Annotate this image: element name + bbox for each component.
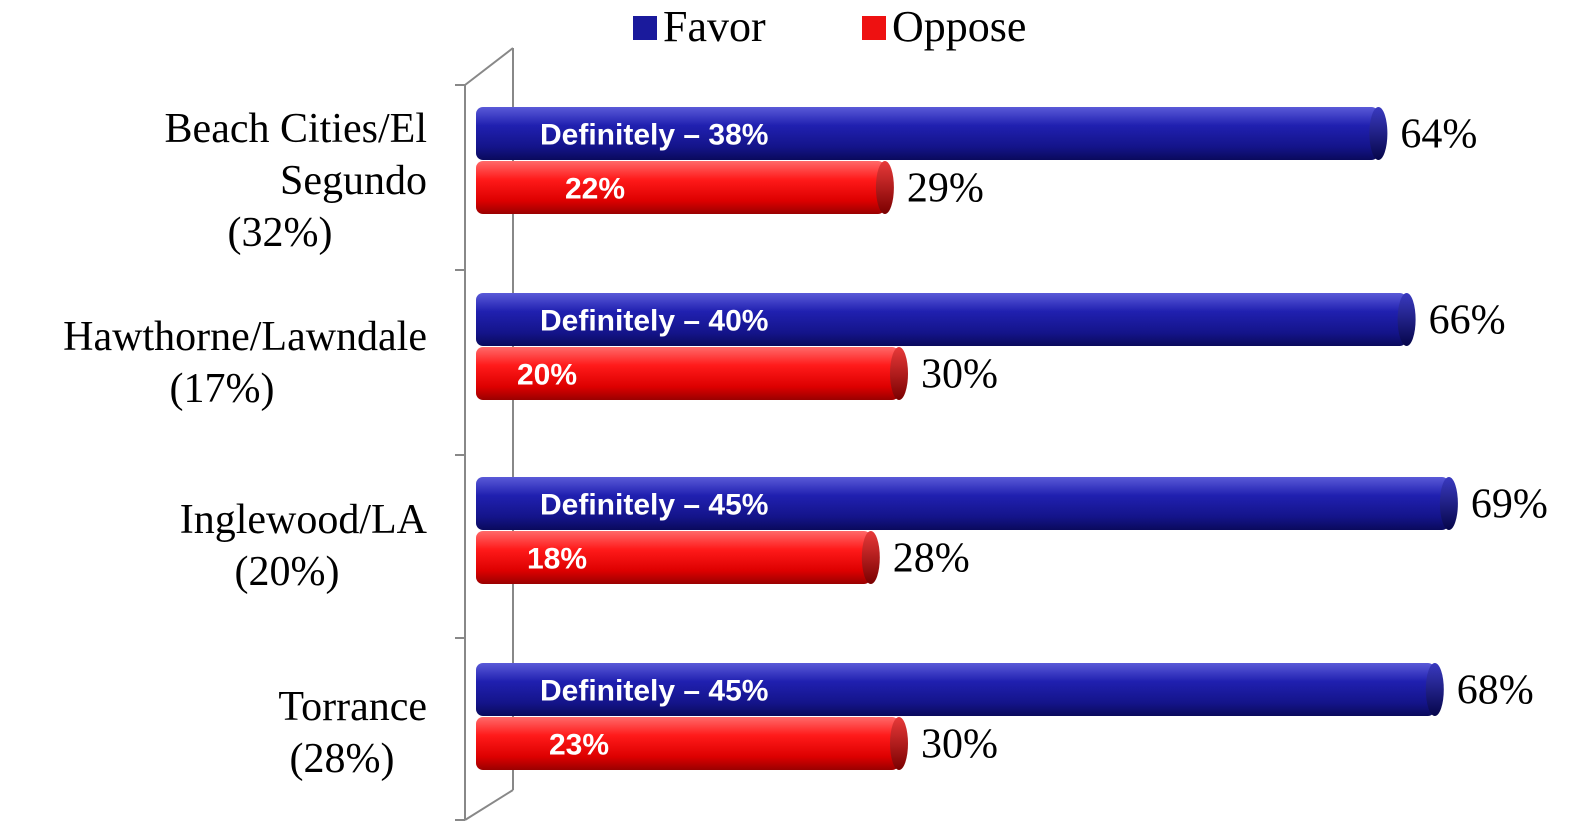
legend-swatch	[862, 16, 886, 40]
bar-value-label: 28%	[893, 536, 970, 582]
bar-value-label: 29%	[907, 166, 984, 212]
bar-oppose-4: 23% 30%	[476, 717, 998, 770]
bar-inner-label: 18%	[527, 543, 587, 576]
bar-body	[476, 663, 1435, 716]
bar-body	[476, 347, 899, 400]
category-label-3: Inglewood/LA (20%)	[180, 497, 428, 595]
category-name: Beach Cities/El	[165, 106, 427, 152]
bar-favor-2: Definitely – 40% 66%	[476, 293, 1506, 346]
bar-end-cap	[1439, 477, 1458, 530]
category-label-2: Hawthorne/Lawndale (17%)	[63, 314, 427, 412]
bar-inner-label: Definitely – 45%	[540, 675, 768, 708]
legend-swatch	[633, 16, 657, 40]
bar-oppose-3: 18% 28%	[476, 531, 970, 584]
bar-favor-1: Definitely – 38% 64%	[476, 107, 1477, 160]
bar-end-cap	[1425, 663, 1444, 716]
bar-inner-label: 20%	[517, 359, 577, 392]
category-name: Inglewood/LA	[180, 497, 428, 543]
legend: Favor Oppose	[633, 2, 1026, 51]
bar-inner-label: Definitely – 38%	[540, 119, 768, 152]
bar-body	[476, 717, 899, 770]
bar-inner-label: 23%	[549, 729, 609, 762]
axis-bottom-edge	[464, 789, 514, 821]
bar-inner-label: Definitely – 40%	[540, 305, 768, 338]
bar-favor-3: Definitely – 45% 69%	[476, 477, 1548, 530]
category-name: Hawthorne/Lawndale	[63, 314, 427, 360]
category-share: (17%)	[170, 366, 275, 412]
bar-oppose-2: 20% 30%	[476, 347, 998, 400]
legend-label: Oppose	[892, 2, 1026, 51]
bar-value-label: 66%	[1429, 298, 1506, 344]
legend-entry-favor: Favor	[633, 2, 766, 51]
bar-value-label: 30%	[921, 352, 998, 398]
category-labels: Beach Cities/El Segundo (32%) Hawthorne/Law…	[63, 106, 428, 782]
bars: Definitely – 38% 64%Definitely – 40% 66%De…	[476, 107, 1548, 770]
axis-top-edge	[464, 47, 514, 86]
bar-favor-4: Definitely – 45% 68%	[476, 663, 1534, 716]
bar-oppose-1: 22% 29%	[476, 161, 984, 214]
bar-end-cap	[875, 161, 894, 214]
category-label-1: Beach Cities/El Segundo (32%)	[165, 106, 427, 256]
bar-end-cap	[890, 347, 908, 400]
bar-body	[476, 293, 1407, 346]
category-name: Segundo	[280, 158, 427, 204]
category-label-4: Torrance (28%)	[278, 684, 427, 782]
bar-body	[476, 161, 885, 214]
bar-value-label: 64%	[1400, 112, 1477, 158]
bar-value-label: 30%	[921, 722, 998, 768]
bar-body	[476, 531, 871, 584]
category-share: (32%)	[228, 210, 333, 256]
bar-body	[476, 107, 1379, 160]
bar-end-cap	[1369, 107, 1388, 160]
bar-value-label: 68%	[1457, 668, 1534, 714]
bar-inner-label: 22%	[565, 173, 625, 206]
category-share: (28%)	[290, 736, 395, 782]
category-share: (20%)	[235, 549, 340, 595]
bar-inner-label: Definitely – 45%	[540, 489, 768, 522]
bar-end-cap	[890, 717, 908, 770]
bar-value-label: 69%	[1471, 482, 1548, 528]
bar-end-cap	[1397, 293, 1416, 346]
legend-label: Favor	[663, 2, 766, 51]
bar-end-cap	[861, 531, 880, 584]
legend-entry-oppose: Oppose	[862, 2, 1026, 51]
bar-body	[476, 477, 1449, 530]
category-name: Torrance	[278, 684, 427, 730]
